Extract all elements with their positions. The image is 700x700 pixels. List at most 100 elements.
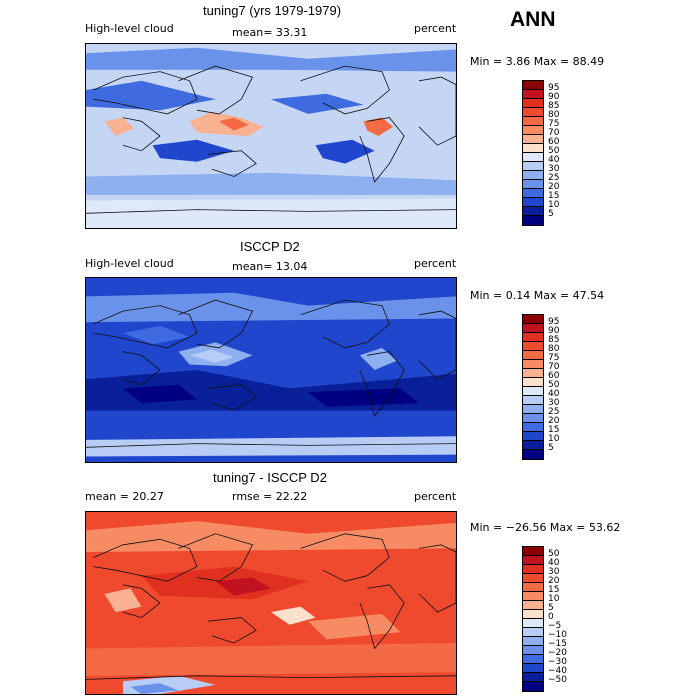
colorbar-swatch [523, 360, 543, 369]
colorbar-swatch [523, 637, 543, 646]
colorbar-swatch [523, 619, 543, 628]
panel-2-units: percent [414, 257, 457, 270]
colorbar-swatch [523, 216, 543, 225]
coastline [208, 384, 257, 411]
colorbar-swatch [523, 135, 543, 144]
colorbar-swatch [523, 153, 543, 162]
coastline [178, 533, 254, 582]
colorbar-tick-label: 90 [548, 326, 560, 336]
colorbar-swatch [523, 171, 543, 180]
colorbar-tick-label: −20 [548, 648, 567, 658]
coastline [86, 443, 456, 448]
colorbar-swatch [523, 324, 543, 333]
colorbar-tick-label: 40 [548, 558, 560, 568]
colorbar-swatch [523, 432, 543, 441]
colorbar-swatch [523, 441, 543, 450]
contour-region [104, 588, 142, 613]
colorbar-swatch [523, 198, 543, 207]
panel-3-title: tuning7 - ISCCP D2 [213, 470, 327, 485]
colorbar-swatch [523, 592, 543, 601]
colorbar-swatch [523, 646, 543, 655]
colorbar-swatch [523, 601, 543, 610]
colorbar-swatch [523, 664, 543, 673]
colorbar-tick-label: −5 [548, 621, 562, 631]
colorbar-tick-label: 90 [548, 92, 560, 102]
colorbar-swatch [523, 189, 543, 198]
colorbar-swatch [523, 162, 543, 171]
contour-region [86, 521, 456, 552]
contour-region [86, 80, 216, 111]
colorbar-swatch [523, 450, 543, 459]
colorbar-tick-label: 30 [548, 164, 560, 174]
coastline [122, 351, 161, 386]
colorbar-swatch [523, 81, 543, 90]
colorbar-swatch [523, 342, 543, 351]
contour-region [123, 325, 190, 345]
colorbar-tick-label: 20 [548, 416, 560, 426]
colorbar-tick-label: 40 [548, 155, 560, 165]
panel-3-mean: mean = 20.27 [85, 490, 164, 503]
colorbar-tick-label: 85 [548, 335, 560, 345]
colorbar-swatch [523, 405, 543, 414]
contour-region [271, 93, 364, 114]
panel-1-variable-label: High-level cloud [85, 22, 174, 35]
colorbar-tick-label: 0 [548, 612, 554, 622]
contour-region [152, 139, 234, 162]
colorbar-swatch [523, 117, 543, 126]
coastline [418, 310, 456, 380]
panel-1-units: percent [414, 22, 457, 35]
coastline [359, 584, 405, 650]
panel-3-map [85, 511, 457, 695]
coastline [359, 117, 405, 183]
panel-1-minmax: Min = 3.86 Max = 88.49 [470, 55, 605, 68]
contour-region [215, 577, 271, 596]
colorbar-tick-label: 30 [548, 567, 560, 577]
colorbar-tick-label: 75 [548, 353, 560, 363]
panel-2-variable-label: High-level cloud [85, 257, 174, 270]
coastline [300, 65, 390, 115]
contour-region [86, 436, 456, 457]
colorbar-tick-label: −40 [548, 666, 567, 676]
colorbar-swatch [523, 565, 543, 574]
colorbar-swatch [523, 207, 543, 216]
colorbar-tick-label: 25 [548, 173, 560, 183]
colorbar-swatch [523, 126, 543, 135]
colorbar-swatch [523, 351, 543, 360]
colorbar-swatch [523, 628, 543, 637]
contour-region [86, 47, 456, 72]
colorbar-tick-label: 95 [548, 317, 560, 327]
contour-region [271, 606, 316, 625]
panel-2-title: ISCCP D2 [240, 239, 300, 254]
colorbar-tick-label: 60 [548, 371, 560, 381]
colorbar-swatch [523, 556, 543, 565]
colorbar-swatch [523, 90, 543, 99]
panel-1-mean: mean= 33.31 [232, 26, 308, 39]
colorbar-tick-label: 50 [548, 549, 560, 559]
contour-region [189, 349, 234, 363]
colorbar-swatch [523, 414, 543, 423]
colorbar-swatch [523, 574, 543, 583]
colorbar-swatch [523, 144, 543, 153]
coastline [208, 150, 257, 177]
contour-region [359, 347, 397, 370]
contour-region [315, 139, 375, 164]
contour-region [363, 117, 394, 136]
coastline [418, 544, 456, 613]
colorbar-swatch [523, 655, 543, 664]
colorbar-tick-label: 5 [548, 443, 554, 453]
colorbar-tick-label: 15 [548, 191, 560, 201]
colorbar-swatch [523, 378, 543, 387]
colorbar-tick-label: 5 [548, 209, 554, 219]
contour-region [219, 117, 249, 131]
colorbar-tick-label: 70 [548, 362, 560, 372]
colorbar-tick-label: 5 [548, 603, 554, 613]
colorbar-swatch [523, 396, 543, 405]
colorbar-swatch [523, 673, 543, 682]
contour-region [130, 683, 179, 694]
colorbar-tick-label: 50 [548, 146, 560, 156]
coastline [359, 351, 405, 417]
colorbar-tick-label: 75 [548, 119, 560, 129]
coastline [93, 538, 198, 582]
coastline [93, 71, 198, 115]
colorbar-tick-label: 80 [548, 110, 560, 120]
